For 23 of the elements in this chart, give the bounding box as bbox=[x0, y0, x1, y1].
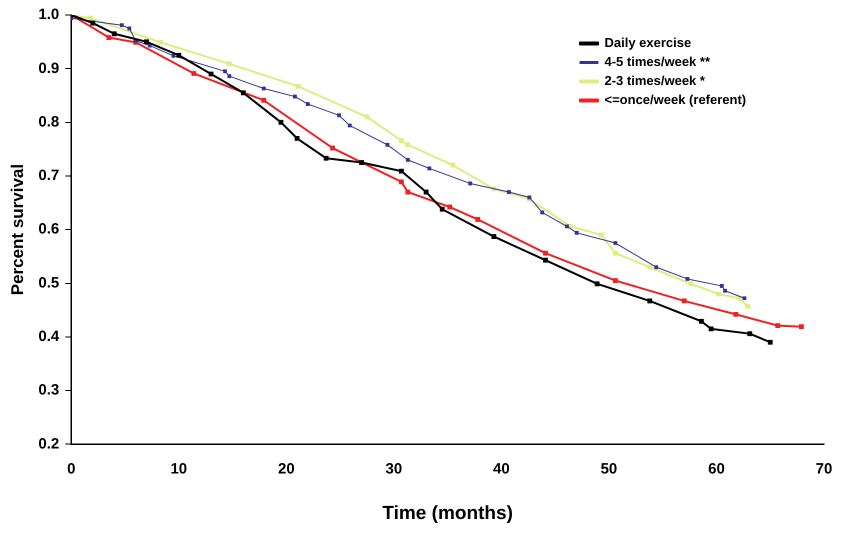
x-tick-label: 10 bbox=[170, 460, 188, 478]
x-tick-label: 40 bbox=[493, 460, 510, 478]
x-axis-title: Time (months) bbox=[382, 502, 513, 524]
y-tick-label: 0.7 bbox=[38, 167, 60, 184]
y-axis-title: Percent survival bbox=[8, 164, 27, 296]
y-tick-label: 0.5 bbox=[38, 274, 60, 292]
legend-label: Daily exercise bbox=[604, 35, 692, 50]
y-tick-label: 1.0 bbox=[38, 6, 60, 24]
x-tick-label: 60 bbox=[708, 460, 725, 478]
x-tick-label: 20 bbox=[278, 460, 295, 478]
x-tick-label: 70 bbox=[816, 460, 832, 478]
x-tick-label: 0 bbox=[67, 460, 76, 478]
y-tick-label: 0.6 bbox=[38, 220, 60, 238]
legend-label: 4-5 times/week ** bbox=[604, 54, 711, 70]
x-tick-label: 50 bbox=[600, 460, 618, 478]
legend-label: <=once/week (referent) bbox=[604, 92, 746, 108]
y-tick-label: 0.4 bbox=[38, 328, 60, 346]
y-tick-label: 0.3 bbox=[38, 382, 60, 399]
y-tick-label: 0.8 bbox=[38, 113, 60, 130]
x-tick-label: 30 bbox=[386, 460, 402, 478]
y-tick-label: 0.9 bbox=[38, 60, 60, 77]
y-tick-label: 0.2 bbox=[38, 435, 60, 452]
legend-label: 2-3 times/week * bbox=[604, 73, 706, 88]
